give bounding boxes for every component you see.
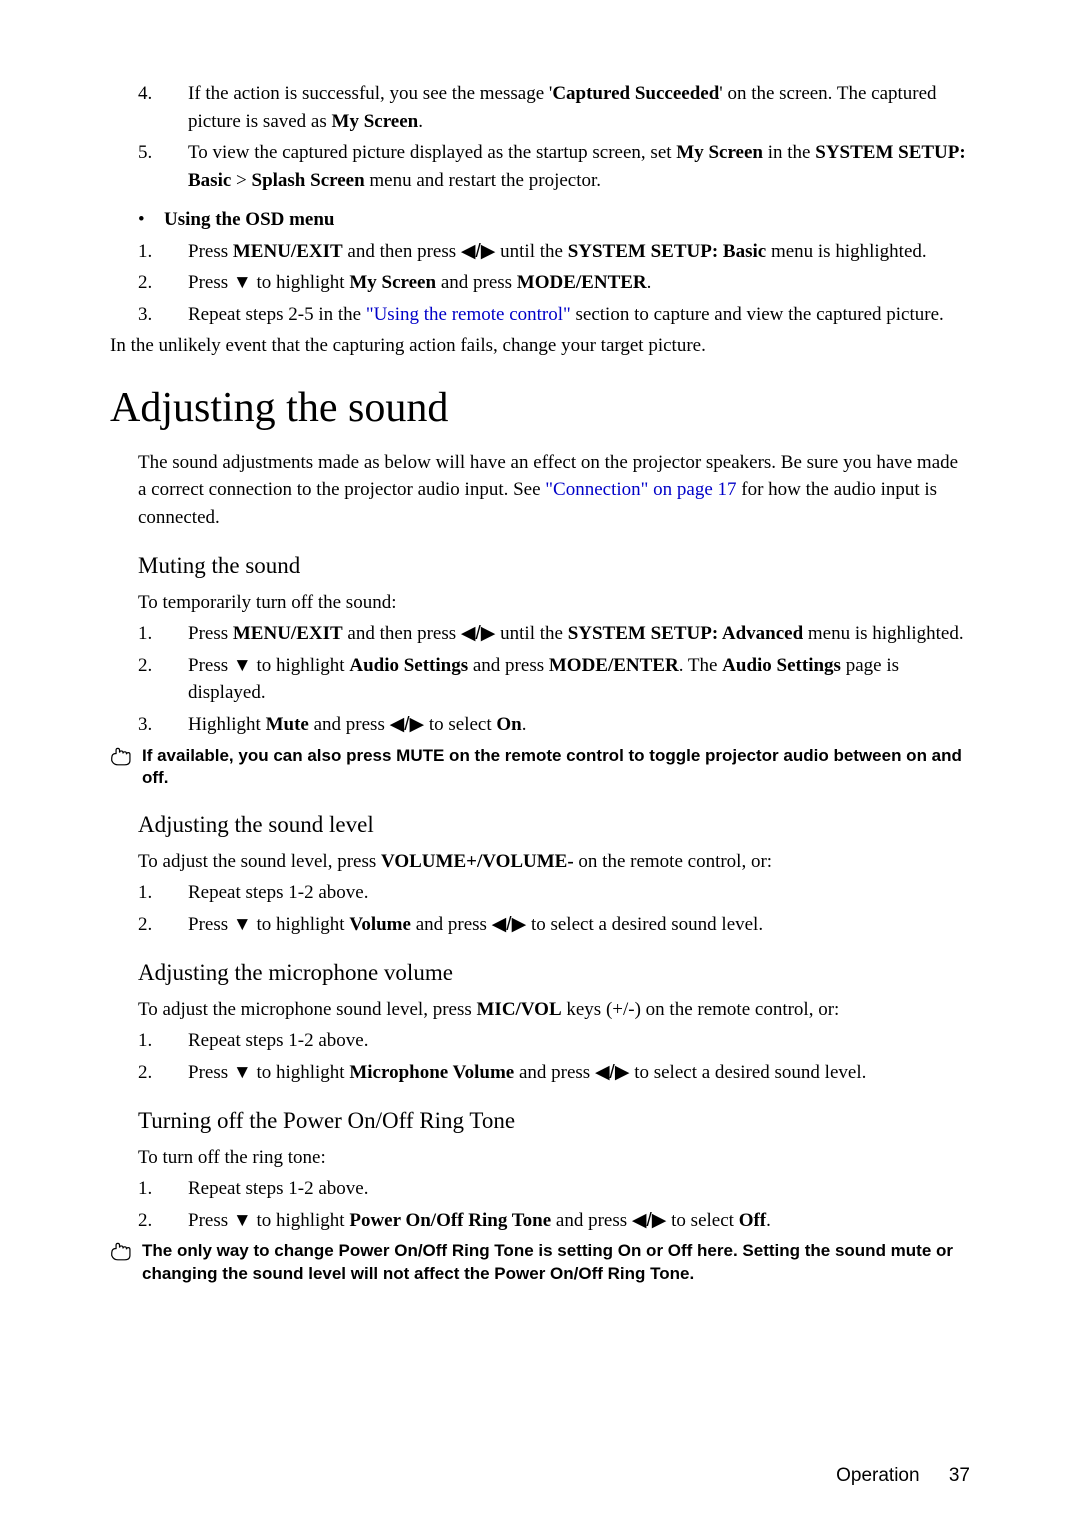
list-item: 1. Repeat steps 1-2 above. [138, 1027, 970, 1055]
footer-page: 37 [949, 1465, 970, 1486]
item-text: Press ▼ to highlight Microphone Volume a… [188, 1059, 970, 1087]
note-hand-icon [110, 1242, 142, 1271]
list-item: 3. Repeat steps 2-5 in the "Using the re… [138, 301, 970, 329]
item-number: 2. [138, 652, 188, 707]
mic-intro: To adjust the microphone sound level, pr… [138, 996, 970, 1024]
item-number: 1. [138, 1175, 188, 1203]
note-text: The only way to change Power On/Off Ring… [142, 1240, 970, 1286]
link-remote-control[interactable]: "Using the remote control" [366, 304, 571, 325]
list-item: 4. If the action is successful, you see … [138, 80, 970, 135]
item-text: Press ▼ to highlight Power On/Off Ring T… [188, 1207, 970, 1235]
list-item: 2. Press ▼ to highlight Audio Settings a… [138, 652, 970, 707]
heading-mic: Adjusting the microphone volume [138, 956, 970, 989]
item-number: 2. [138, 1207, 188, 1235]
heading-adjusting-sound: Adjusting the sound [110, 378, 970, 439]
list-item: 2. Press ▼ to highlight Volume and press… [138, 911, 970, 939]
item-text: Repeat steps 1-2 above. [188, 879, 970, 907]
list-item: 5. To view the captured picture displaye… [138, 139, 970, 194]
osd-list: 1. Press MENU/EXIT and then press ◀/▶ un… [138, 238, 970, 329]
heading-muting: Muting the sound [138, 549, 970, 582]
item-text: Repeat steps 2-5 in the "Using the remot… [188, 301, 970, 329]
page-content: 4. If the action is successful, you see … [110, 80, 970, 1286]
item-text: Press ▼ to highlight Volume and press ◀/… [188, 911, 970, 939]
item-number: 2. [138, 269, 188, 297]
item-number: 1. [138, 879, 188, 907]
heading-ring: Turning off the Power On/Off Ring Tone [138, 1104, 970, 1137]
item-text: Press ▼ to highlight My Screen and press… [188, 269, 970, 297]
item-number: 5. [138, 139, 188, 194]
item-number: 1. [138, 238, 188, 266]
item-text: Press MENU/EXIT and then press ◀/▶ until… [188, 238, 970, 266]
note-ring: The only way to change Power On/Off Ring… [110, 1240, 970, 1286]
item-text: Repeat steps 1-2 above. [188, 1027, 970, 1055]
item-number: 3. [138, 711, 188, 739]
muting-list: 1. Press MENU/EXIT and then press ◀/▶ un… [138, 620, 970, 738]
item-text: Press MENU/EXIT and then press ◀/▶ until… [188, 620, 970, 648]
list-item: 3. Highlight Mute and press ◀/▶ to selec… [138, 711, 970, 739]
footer-section: Operation [836, 1465, 919, 1486]
list-item: 1. Repeat steps 1-2 above. [138, 1175, 970, 1203]
level-intro: To adjust the sound level, press VOLUME+… [138, 848, 970, 876]
list-item: 1. Press MENU/EXIT and then press ◀/▶ un… [138, 620, 970, 648]
page-footer: Operation 37 [836, 1465, 970, 1487]
note-mute: If available, you can also press MUTE on… [110, 745, 970, 791]
item-number: 2. [138, 911, 188, 939]
item-number: 1. [138, 620, 188, 648]
item-text: Highlight Mute and press ◀/▶ to select O… [188, 711, 970, 739]
osd-heading: • Using the OSD menu [138, 206, 970, 234]
item-number: 3. [138, 301, 188, 329]
list-item: 2. Press ▼ to highlight My Screen and pr… [138, 269, 970, 297]
list-item: 2. Press ▼ to highlight Power On/Off Rin… [138, 1207, 970, 1235]
item-text: Press ▼ to highlight Audio Settings and … [188, 652, 970, 707]
note-hand-icon [110, 747, 142, 776]
ring-list: 1. Repeat steps 1-2 above. 2. Press ▼ to… [138, 1175, 970, 1234]
top-list: 4. If the action is successful, you see … [138, 80, 970, 194]
osd-heading-text: Using the OSD menu [164, 206, 970, 234]
item-number: 2. [138, 1059, 188, 1087]
item-number: 4. [138, 80, 188, 135]
h1-intro: The sound adjustments made as below will… [138, 449, 970, 532]
muting-intro: To temporarily turn off the sound: [138, 589, 970, 617]
list-item: 1. Repeat steps 1-2 above. [138, 879, 970, 907]
heading-level: Adjusting the sound level [138, 808, 970, 841]
item-text: If the action is successful, you see the… [188, 80, 970, 135]
ring-intro: To turn off the ring tone: [138, 1144, 970, 1172]
list-item: 1. Press MENU/EXIT and then press ◀/▶ un… [138, 238, 970, 266]
note-text: If available, you can also press MUTE on… [142, 745, 970, 791]
item-number: 1. [138, 1027, 188, 1055]
bullet-icon: • [138, 206, 164, 234]
item-text: Repeat steps 1-2 above. [188, 1175, 970, 1203]
list-item: 2. Press ▼ to highlight Microphone Volum… [138, 1059, 970, 1087]
level-list: 1. Repeat steps 1-2 above. 2. Press ▼ to… [138, 879, 970, 938]
item-text: To view the captured picture displayed a… [188, 139, 970, 194]
mic-list: 1. Repeat steps 1-2 above. 2. Press ▼ to… [138, 1027, 970, 1086]
link-connection[interactable]: "Connection" on page 17 [545, 479, 736, 500]
osd-tail: In the unlikely event that the capturing… [110, 332, 970, 360]
